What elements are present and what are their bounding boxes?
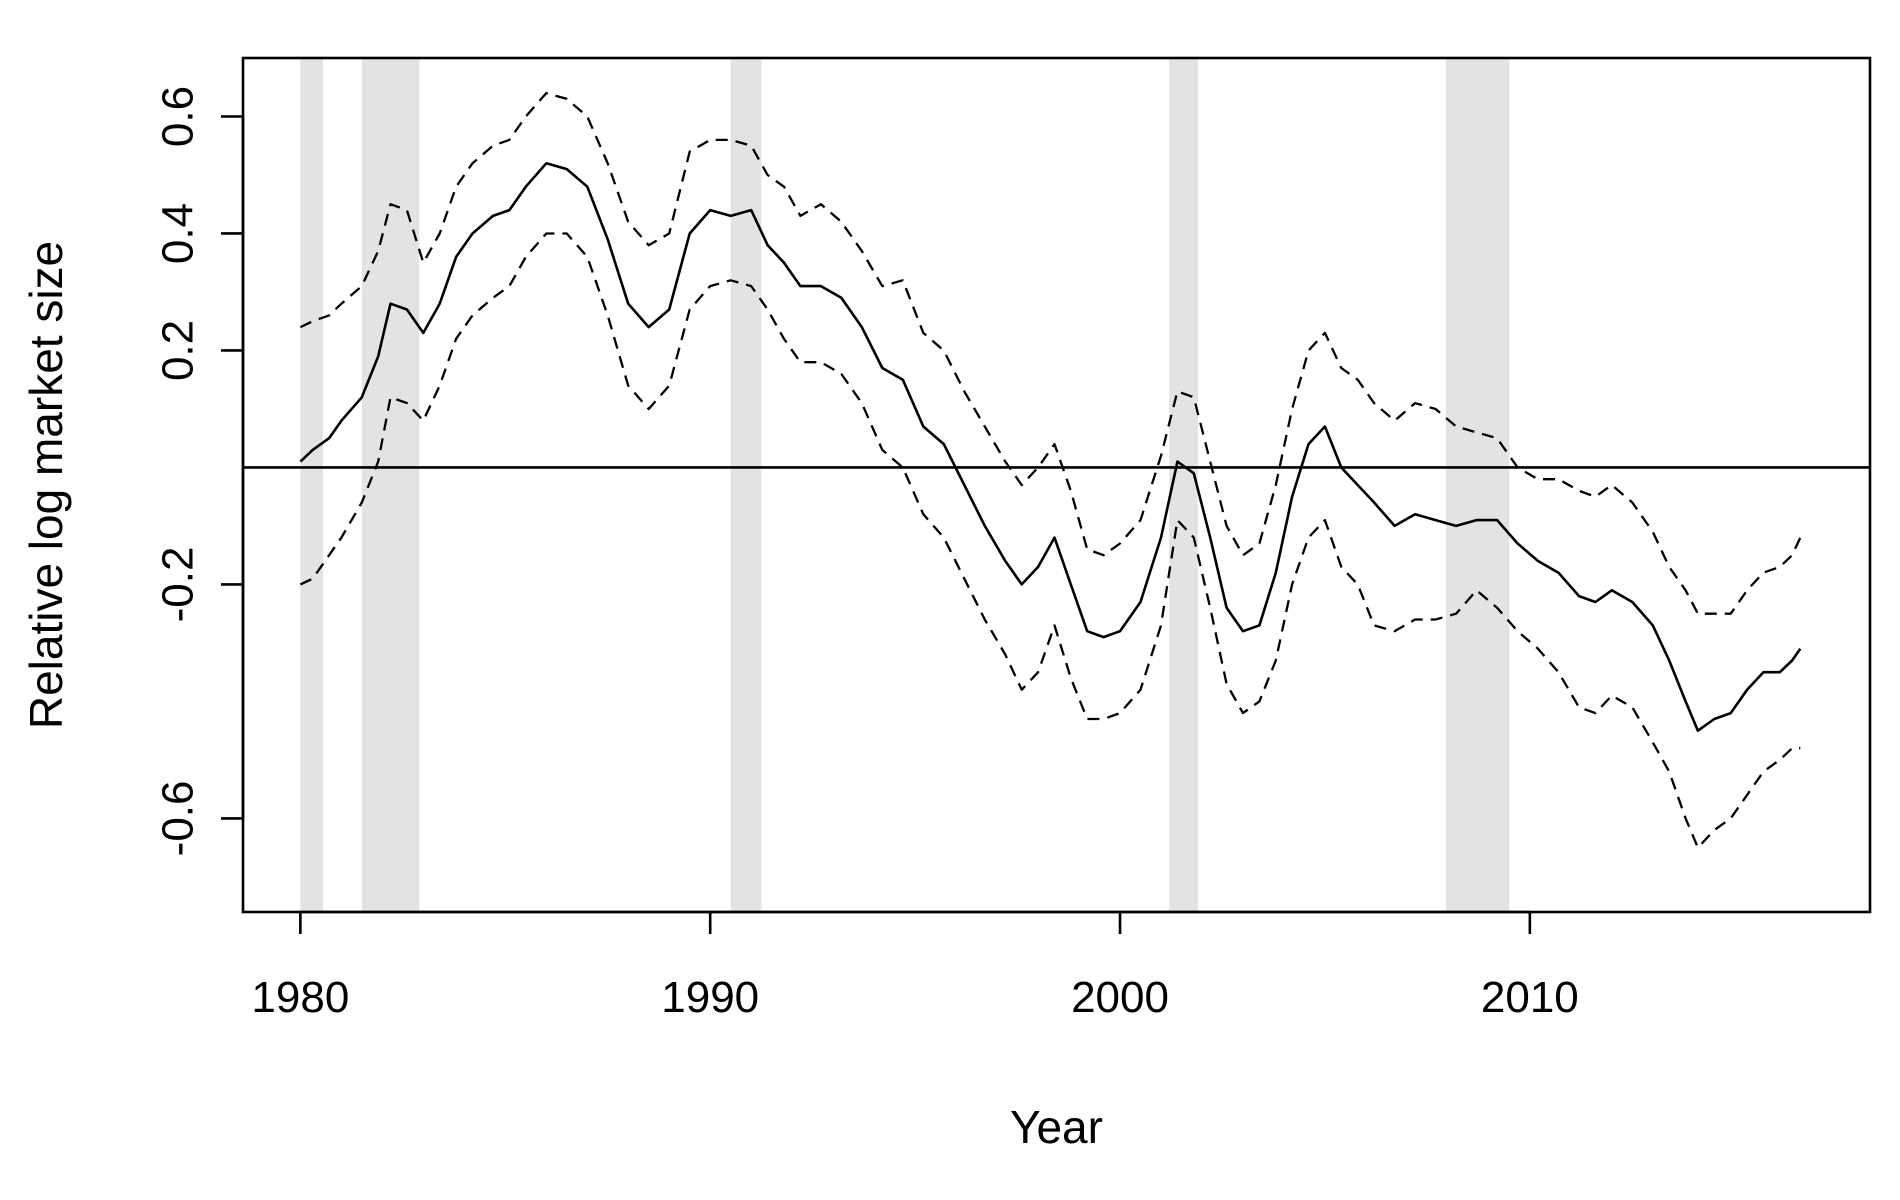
- x-tick-label-1980: 1980: [251, 973, 349, 1022]
- recession-bands: [300, 58, 1510, 912]
- recession-band-2: [730, 58, 762, 912]
- y-axis-title: Relative log market size: [20, 241, 72, 729]
- plot-frame: [241, 56, 1872, 914]
- y-tick-label-0.4: 0.4: [154, 203, 203, 264]
- y-tick-label--0.6: -0.6: [154, 780, 203, 856]
- x-tick-label-1990: 1990: [661, 973, 759, 1022]
- recession-band-3: [1169, 58, 1198, 912]
- upper-bound-line: [299, 91, 1802, 615]
- recession-band-0: [300, 58, 323, 912]
- series-lines: [299, 91, 1802, 849]
- x-tick-label-2010: 2010: [1481, 973, 1579, 1022]
- estimate-line: [299, 162, 1802, 732]
- y-tick-label--0.2: -0.2: [154, 547, 203, 623]
- lower-bound-line: [299, 232, 1801, 849]
- x-axis-title: Year: [1010, 1101, 1103, 1153]
- recession-band-1: [361, 58, 420, 912]
- y-tick-label-0.2: 0.2: [154, 320, 203, 381]
- recession-band-4: [1445, 58, 1510, 912]
- y-tick-label-0.6: 0.6: [154, 86, 203, 147]
- x-tick-label-2000: 2000: [1071, 973, 1169, 1022]
